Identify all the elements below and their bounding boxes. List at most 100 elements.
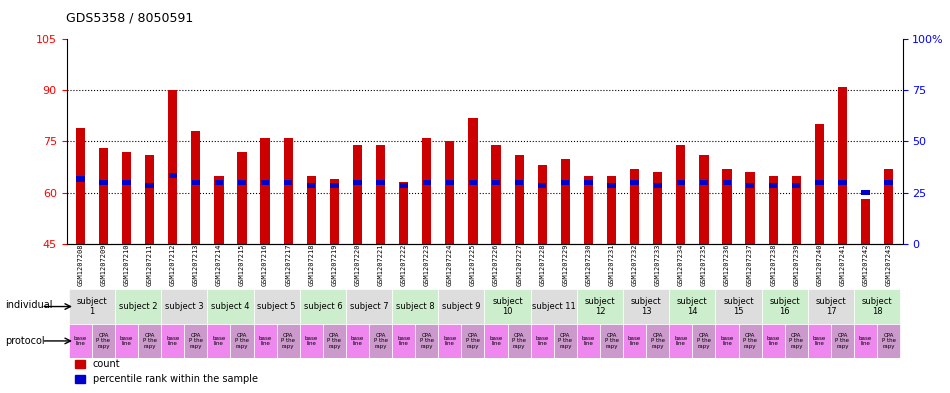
Bar [307,176,316,244]
Bar [330,179,339,244]
Text: CPA
P the
rapy: CPA P the rapy [835,332,849,349]
Text: base
line: base line [581,336,595,346]
Text: GSM1207233: GSM1207233 [655,244,660,286]
Text: CPA
P the
rapy: CPA P the rapy [559,332,572,349]
Text: GSM1207222: GSM1207222 [401,244,407,286]
Legend: count, percentile rank within the sample: count, percentile rank within the sample [71,356,261,388]
FancyBboxPatch shape [762,289,808,324]
FancyBboxPatch shape [115,289,162,324]
FancyBboxPatch shape [138,324,162,358]
FancyBboxPatch shape [669,289,715,324]
FancyBboxPatch shape [507,324,531,358]
Text: GSM1207218: GSM1207218 [309,244,314,286]
Text: GSM1207223: GSM1207223 [424,244,429,286]
FancyBboxPatch shape [646,324,669,358]
Text: GSM1207211: GSM1207211 [146,244,153,286]
Text: subject 7: subject 7 [350,302,389,311]
FancyBboxPatch shape [854,324,877,358]
Bar [145,183,154,188]
FancyBboxPatch shape [207,324,231,358]
Bar [884,169,893,244]
Bar [699,155,709,244]
Text: protocol: protocol [5,336,45,346]
Text: GSM1207213: GSM1207213 [193,244,199,286]
Text: subject 8: subject 8 [396,302,434,311]
Bar [260,138,270,244]
FancyBboxPatch shape [531,324,554,358]
FancyBboxPatch shape [392,324,415,358]
Bar [746,183,754,188]
Text: base
line: base line [258,336,272,346]
Text: CPA
P the
rapy: CPA P the rapy [882,332,896,349]
Bar [653,172,662,244]
FancyBboxPatch shape [300,289,346,324]
Text: GSM1207221: GSM1207221 [377,244,384,286]
Bar [353,180,362,185]
Text: base
line: base line [120,336,133,346]
Bar [838,87,847,244]
Bar [468,180,477,185]
Text: subject
12: subject 12 [584,297,616,316]
Bar [168,173,177,178]
FancyBboxPatch shape [808,324,831,358]
Text: subject
10: subject 10 [492,297,522,316]
Text: GSM1207235: GSM1207235 [701,244,707,286]
Bar [861,199,870,244]
Text: subject 6: subject 6 [304,302,342,311]
Bar [468,118,478,244]
Bar [399,182,408,244]
Text: GSM1207229: GSM1207229 [562,244,568,286]
FancyBboxPatch shape [762,324,785,358]
Text: base
line: base line [536,336,549,346]
Bar [100,180,107,185]
Bar [515,155,523,244]
Bar [352,145,362,244]
FancyBboxPatch shape [531,289,577,324]
FancyBboxPatch shape [623,289,669,324]
FancyBboxPatch shape [577,324,600,358]
Text: base
line: base line [859,336,872,346]
Bar [746,172,754,244]
Text: CPA
P the
rapy: CPA P the rapy [651,332,665,349]
Bar [700,180,708,185]
Bar [446,141,454,244]
FancyBboxPatch shape [276,324,300,358]
FancyBboxPatch shape [484,324,507,358]
Text: GSM1207210: GSM1207210 [124,244,129,286]
Bar [307,183,315,188]
Bar [76,176,85,182]
FancyBboxPatch shape [254,289,300,324]
Bar [261,180,269,185]
Text: subject
1: subject 1 [77,297,107,316]
Text: GSM1207243: GSM1207243 [885,244,892,286]
Text: GSM1207239: GSM1207239 [793,244,799,286]
Text: individual: individual [5,299,52,310]
Text: subject
18: subject 18 [862,297,892,316]
FancyBboxPatch shape [346,289,392,324]
Text: base
line: base line [397,336,410,346]
Text: base
line: base line [351,336,364,346]
Bar [769,183,777,188]
FancyBboxPatch shape [323,324,346,358]
Text: subject
16: subject 16 [770,297,800,316]
Text: CPA
P the
rapy: CPA P the rapy [328,332,341,349]
Text: CPA
P the
rapy: CPA P the rapy [743,332,757,349]
FancyBboxPatch shape [693,324,715,358]
Text: subject 11: subject 11 [532,302,576,311]
Text: base
line: base line [489,336,503,346]
FancyBboxPatch shape [715,324,738,358]
FancyBboxPatch shape [231,324,254,358]
Bar [215,176,223,244]
Text: GSM1207215: GSM1207215 [239,244,245,286]
Text: GSM1207231: GSM1207231 [609,244,615,286]
Text: subject 3: subject 3 [165,302,203,311]
Text: CPA
P the
rapy: CPA P the rapy [281,332,295,349]
Bar [446,180,454,185]
FancyBboxPatch shape [462,324,484,358]
FancyBboxPatch shape [669,324,693,358]
Bar [815,125,824,244]
Text: GSM1207237: GSM1207237 [747,244,753,286]
Bar [722,169,732,244]
Text: base
line: base line [166,336,180,346]
Text: subject 5: subject 5 [257,302,295,311]
